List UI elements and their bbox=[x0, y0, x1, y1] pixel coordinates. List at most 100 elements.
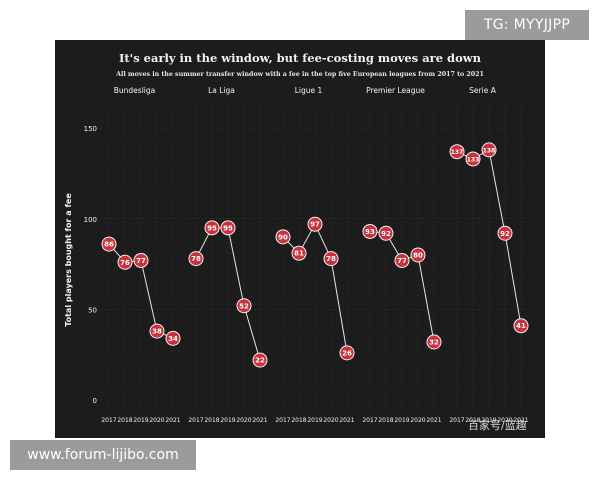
data-point bbox=[165, 330, 181, 346]
source-watermark: 百家号/蓝趣 bbox=[468, 419, 527, 432]
data-point bbox=[236, 298, 252, 314]
watermark-bottom: www.forum-lijibo.com bbox=[10, 440, 196, 470]
data-label: 97 bbox=[310, 221, 320, 229]
faceted-line-chart: It's early in the window, but fee-costin… bbox=[64, 51, 532, 424]
data-label: 95 bbox=[207, 224, 217, 232]
facet-title: Premier League bbox=[366, 86, 425, 95]
data-point bbox=[410, 247, 426, 263]
x-tick-label: 2021 bbox=[426, 417, 441, 424]
data-point bbox=[323, 251, 339, 267]
data-point bbox=[117, 254, 133, 270]
data-point bbox=[426, 334, 442, 350]
data-label: 34 bbox=[168, 335, 178, 343]
data-point bbox=[252, 352, 268, 368]
data-point bbox=[101, 236, 117, 252]
x-tick-label: 2020 bbox=[236, 417, 251, 424]
data-point bbox=[188, 251, 204, 267]
data-point bbox=[220, 220, 236, 236]
x-tick-label: 2018 bbox=[204, 417, 219, 424]
x-tick-label: 2018 bbox=[117, 417, 132, 424]
data-label: 76 bbox=[120, 259, 130, 267]
x-tick-label: 2021 bbox=[513, 417, 528, 424]
data-point bbox=[513, 318, 529, 334]
series-line bbox=[369, 230, 435, 343]
data-label: 32 bbox=[429, 339, 439, 347]
x-tick-label: 2017 bbox=[449, 417, 464, 424]
x-tick-label: 2020 bbox=[497, 417, 512, 424]
x-tick-label: 2021 bbox=[252, 417, 267, 424]
data-point bbox=[394, 252, 410, 268]
data-label: 86 bbox=[104, 241, 114, 249]
data-point bbox=[133, 252, 149, 268]
facet-title: Ligue 1 bbox=[295, 86, 323, 95]
x-tick-label: 2021 bbox=[339, 417, 354, 424]
data-label: 78 bbox=[326, 255, 336, 263]
data-point bbox=[339, 345, 355, 361]
data-point bbox=[465, 151, 481, 167]
data-label: 38 bbox=[152, 328, 162, 336]
x-tick-label: 2019 bbox=[133, 417, 148, 424]
data-point bbox=[449, 144, 465, 160]
data-label: 41 bbox=[516, 322, 526, 330]
data-label: 133 bbox=[467, 156, 480, 163]
x-tick-label: 2019 bbox=[220, 417, 235, 424]
data-point bbox=[378, 225, 394, 241]
data-label: 26 bbox=[342, 349, 352, 357]
x-tick-label: 2018 bbox=[465, 417, 480, 424]
y-tick-label: 150 bbox=[84, 125, 97, 133]
data-point bbox=[149, 323, 165, 339]
y-tick-label: 0 bbox=[93, 397, 97, 405]
data-label: 22 bbox=[255, 357, 265, 365]
data-point bbox=[307, 216, 323, 232]
x-tick-label: 2020 bbox=[323, 417, 338, 424]
chart-subtitle: All moves in the summer transfer window … bbox=[115, 71, 484, 78]
facet-bundesliga: Bundesliga 2017 2018 2019 2020 2021 86 76 77 38 34 bbox=[101, 86, 180, 424]
x-tick-label: 2018 bbox=[378, 417, 393, 424]
x-tick-label: 2020 bbox=[149, 417, 164, 424]
x-tick-label: 2021 bbox=[165, 417, 180, 424]
y-tick-label: 50 bbox=[88, 306, 97, 314]
facet-la-liga: La Liga 2017 2018 2019 2020 2021 78 95 95 52 22 bbox=[188, 86, 267, 424]
data-label: 81 bbox=[294, 250, 304, 258]
facet-title: La Liga bbox=[208, 86, 235, 95]
x-tick-label: 2019 bbox=[394, 417, 409, 424]
x-tick-label: 2017 bbox=[362, 417, 377, 424]
data-label: 78 bbox=[191, 255, 201, 263]
x-tick-label: 2019 bbox=[307, 417, 322, 424]
data-label: 138 bbox=[483, 147, 496, 154]
chart-panel: It's early in the window, but fee-costin… bbox=[55, 40, 545, 438]
facet-premier-league: Premier League 2017 2018 2019 2020 2021 93 92 77… bbox=[362, 86, 441, 424]
x-tick-label: 2017 bbox=[101, 417, 116, 424]
data-label: 77 bbox=[136, 257, 146, 265]
x-tick-label: 2017 bbox=[188, 417, 203, 424]
data-label: 90 bbox=[278, 233, 288, 241]
data-label: 95 bbox=[223, 224, 233, 232]
x-tick-label: 2018 bbox=[291, 417, 306, 424]
x-tick-label: 2020 bbox=[410, 417, 425, 424]
data-point bbox=[291, 245, 307, 261]
y-axis-ticks: 0 50 100 150 bbox=[84, 125, 532, 405]
data-point bbox=[362, 223, 378, 239]
y-axis-label: Total players bought for a fee bbox=[64, 193, 73, 327]
facet-ligue-1: Ligue 1 2017 2018 2019 2020 2021 90 81 97 78 26 bbox=[275, 86, 354, 424]
facet-title: Bundesliga bbox=[114, 86, 155, 95]
data-point bbox=[204, 220, 220, 236]
watermark-top: TG: MYYJJPP bbox=[465, 10, 589, 40]
x-tick-label: 2019 bbox=[481, 417, 496, 424]
data-label: 137 bbox=[451, 149, 464, 156]
data-point bbox=[497, 225, 513, 241]
data-point bbox=[481, 142, 497, 158]
data-label: 93 bbox=[365, 228, 375, 236]
facet-title: Serie A bbox=[469, 86, 497, 95]
data-label: 52 bbox=[239, 302, 249, 310]
chart-title: It's early in the window, but fee-costin… bbox=[119, 51, 482, 65]
x-tick-label: 2017 bbox=[275, 417, 290, 424]
y-tick-label: 100 bbox=[84, 216, 97, 224]
data-label: 77 bbox=[397, 257, 407, 265]
data-label: 92 bbox=[381, 230, 391, 238]
data-label: 92 bbox=[500, 230, 510, 238]
data-label: 80 bbox=[413, 252, 423, 260]
data-point bbox=[275, 229, 291, 245]
